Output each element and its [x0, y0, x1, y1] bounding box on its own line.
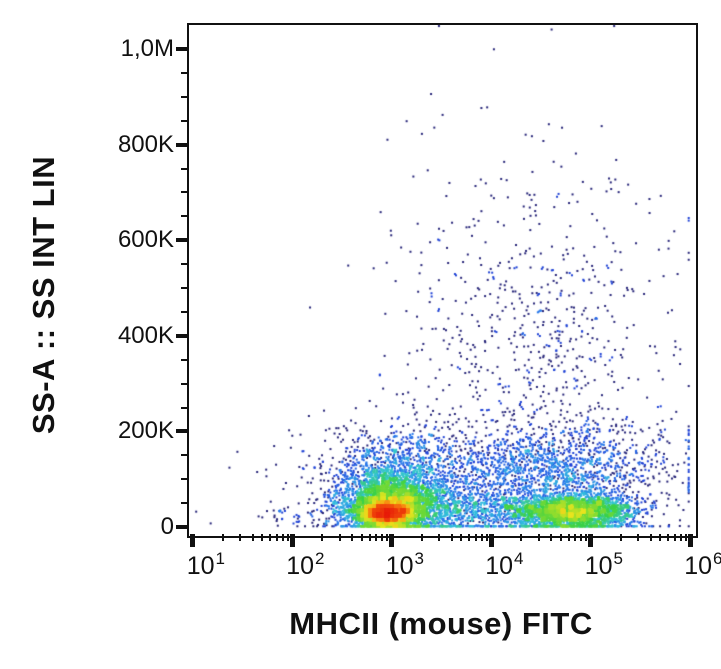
- x-major-tick: [687, 534, 693, 547]
- x-minor-tick: [474, 534, 477, 541]
- x-minor-tick: [351, 534, 354, 541]
- y-minor-tick: [181, 478, 187, 481]
- x-tick-label-base: 10: [286, 552, 314, 580]
- x-tick-label-base: 10: [186, 552, 215, 580]
- x-tick-label-exponent: 6: [713, 549, 721, 568]
- x-minor-tick: [567, 534, 570, 541]
- y-tick-label: 1,0M: [120, 35, 174, 62]
- x-tick-label: 101: [186, 549, 225, 583]
- x-minor-tick: [580, 534, 583, 541]
- x-tick-label: 105: [584, 549, 623, 583]
- x-major-tick: [588, 534, 594, 547]
- y-tick-label: 200K: [117, 417, 174, 445]
- y-major-tick: [176, 238, 187, 243]
- x-minor-tick: [667, 534, 670, 541]
- y-minor-tick: [181, 215, 187, 218]
- x-tick-label-exponent: 2: [315, 549, 325, 568]
- y-major-tick: [176, 142, 187, 147]
- y-tick-label: 800K: [117, 130, 174, 158]
- y-minor-tick: [181, 454, 187, 457]
- y-major-tick: [176, 333, 187, 338]
- x-minor-tick: [684, 534, 687, 541]
- x-tick-label-base: 10: [584, 552, 613, 580]
- x-minor-tick: [480, 534, 483, 541]
- x-minor-tick: [338, 534, 341, 541]
- x-tick-label: 102: [286, 549, 325, 583]
- y-minor-tick: [181, 382, 187, 385]
- y-minor-tick: [181, 71, 187, 74]
- x-minor-tick: [673, 534, 676, 541]
- x-minor-tick: [485, 534, 488, 541]
- y-major-tick: [176, 525, 187, 529]
- y-minor-tick: [181, 95, 187, 98]
- y-minor-tick: [181, 310, 187, 313]
- x-tick-label-exponent: 3: [414, 549, 424, 568]
- x-tick-label-exponent: 4: [514, 549, 524, 568]
- y-minor-tick: [181, 502, 187, 505]
- x-minor-tick: [239, 534, 242, 541]
- x-minor-tick: [659, 534, 662, 541]
- x-minor-tick: [360, 534, 363, 541]
- x-minor-tick: [637, 534, 640, 541]
- y-tick-label: 0: [160, 513, 174, 540]
- x-major-tick: [190, 534, 196, 547]
- x-axis-title: MHCII (mouse) FITC: [289, 606, 593, 641]
- x-tick-label-exponent: 1: [215, 549, 225, 568]
- x-tick-label-base: 10: [684, 552, 712, 580]
- y-axis-title: SS-A :: SS INT LIN: [26, 155, 61, 435]
- x-minor-tick: [420, 534, 423, 541]
- y-minor-tick: [181, 406, 187, 409]
- x-minor-tick: [679, 534, 682, 541]
- x-minor-tick: [550, 534, 553, 541]
- y-minor-tick: [181, 167, 187, 170]
- x-minor-tick: [619, 534, 622, 541]
- y-minor-tick: [181, 287, 187, 289]
- y-major-tick: [176, 429, 187, 434]
- x-minor-tick: [269, 534, 272, 541]
- y-minor-tick: [181, 358, 187, 361]
- plot-area-border: [187, 23, 698, 538]
- scatter-canvas: [189, 25, 692, 532]
- y-major-tick: [176, 47, 187, 51]
- x-tick-label-base: 10: [385, 552, 414, 580]
- x-minor-tick: [450, 534, 453, 541]
- y-minor-tick: [181, 191, 187, 194]
- x-minor-tick: [375, 534, 378, 541]
- x-minor-tick: [574, 534, 577, 541]
- x-minor-tick: [261, 534, 264, 541]
- y-minor-tick: [181, 119, 187, 122]
- x-minor-tick: [438, 534, 441, 541]
- x-minor-tick: [286, 534, 289, 541]
- x-tick-label-base: 10: [485, 552, 513, 580]
- y-tick-label: 600K: [117, 226, 174, 254]
- x-tick-label: 103: [385, 549, 424, 583]
- x-minor-tick: [520, 534, 523, 541]
- y-tick-label: 400K: [117, 321, 174, 349]
- x-minor-tick: [381, 534, 384, 541]
- x-minor-tick: [468, 534, 471, 541]
- x-minor-tick: [321, 534, 324, 541]
- x-minor-tick: [460, 534, 463, 541]
- x-tick-label-exponent: 5: [613, 549, 623, 568]
- x-minor-tick: [537, 534, 540, 541]
- x-tick-label: 106: [684, 549, 721, 583]
- x-major-tick: [389, 534, 395, 547]
- x-major-tick: [289, 534, 295, 547]
- x-minor-tick: [559, 534, 562, 541]
- x-minor-tick: [386, 534, 389, 541]
- x-minor-tick: [281, 534, 284, 541]
- x-minor-tick: [585, 534, 588, 541]
- x-tick-label: 104: [485, 549, 524, 583]
- x-minor-tick: [251, 534, 254, 541]
- x-minor-tick: [368, 534, 371, 541]
- x-minor-tick: [275, 534, 278, 541]
- x-major-tick: [488, 534, 494, 547]
- x-minor-tick: [221, 534, 224, 541]
- y-minor-tick: [181, 263, 187, 266]
- x-minor-tick: [649, 534, 652, 541]
